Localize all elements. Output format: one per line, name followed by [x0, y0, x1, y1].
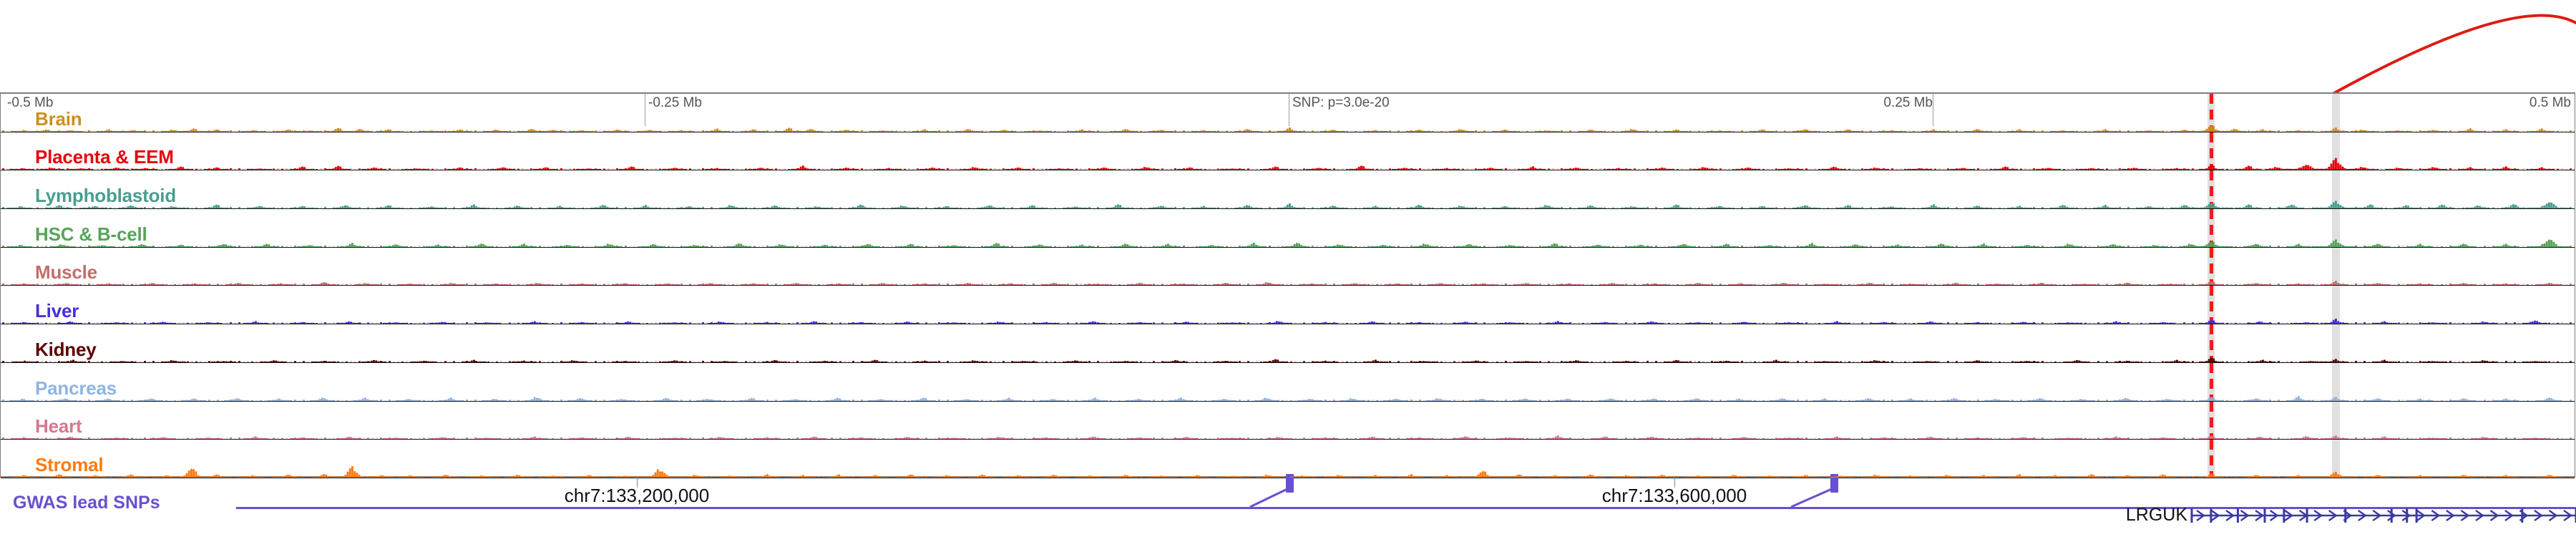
signal-profile-4 — [2, 281, 2575, 286]
signal-profile-2 — [2, 200, 2575, 209]
track-label: Brain — [35, 107, 82, 130]
track-label: Kidney — [35, 338, 97, 360]
signal-profile-6 — [2, 357, 2575, 362]
lead-snp-dashed-line — [2210, 170, 2213, 209]
track-row-kidney[interactable]: Kidney — [1, 324, 2575, 363]
signal-profile-8 — [2, 435, 2575, 440]
target-highlight-band — [2332, 286, 2340, 324]
gwas-lead-snp-1[interactable] — [1286, 474, 1294, 493]
signal-profile-9 — [2, 466, 2575, 478]
track-row-brain[interactable]: Brain — [1, 94, 2575, 132]
coordinate-tick-1 — [1674, 478, 1675, 488]
track-row-stromal[interactable]: Stromal — [1, 440, 2575, 478]
track-row-lymphoblastoid[interactable]: Lymphoblastoid — [1, 170, 2575, 210]
track-row-hsc-b-cell[interactable]: HSC & B-cell — [1, 209, 2575, 248]
track-row-pancreas[interactable]: Pancreas — [1, 362, 2575, 402]
lead-snp-dashed-line — [2210, 247, 2213, 286]
track-row-placenta-eem[interactable]: Placenta & EEM — [1, 132, 2575, 171]
coordinate-label: chr7:133,200,000 — [564, 485, 710, 506]
track-label: Pancreas — [35, 377, 117, 399]
coordinate-axis-strip: chr7:133,200,000 chr7:133,600,000 — [0, 478, 2576, 508]
gwas-track-label: GWAS lead SNPs — [13, 493, 160, 513]
lead-snp-dashed-line — [2210, 132, 2213, 170]
lead-snp-dashed-line — [2210, 362, 2213, 401]
axis-label-1: -0.25 Mb — [648, 95, 702, 110]
target-highlight-band — [2332, 324, 2340, 362]
target-highlight-band — [2332, 401, 2340, 440]
track-row-muscle[interactable]: Muscle — [1, 247, 2575, 286]
axis-label-0: -0.5 Mb — [7, 95, 54, 110]
target-highlight-band — [2332, 362, 2340, 401]
interaction-arc-layer — [2333, 14, 2576, 93]
gwas-lead-snp-2[interactable] — [1830, 474, 1838, 493]
lead-snp-dashed-line — [2210, 94, 2213, 132]
axis-label-3: 0.25 Mb — [1883, 95, 1933, 110]
track-row-liver[interactable]: Liver — [1, 286, 2575, 325]
gwas-lead-snps-track[interactable]: GWAS lead SNPs — [0, 474, 2576, 518]
lead-snp-dashed-line — [2210, 324, 2213, 362]
gene-name-label: LRGUK — [2125, 505, 2187, 525]
axis-label-4: 0.5 Mb — [2529, 95, 2571, 110]
signal-profile-3 — [2, 239, 2575, 247]
target-highlight-band — [2332, 94, 2340, 132]
coordinate-tick-0 — [637, 478, 638, 488]
gene-model-lrguk[interactable] — [0, 503, 2576, 528]
track-row-heart[interactable]: Heart — [1, 401, 2575, 440]
lead-snp-dashed-line — [2210, 401, 2213, 440]
track-label: Placenta & EEM — [35, 146, 174, 168]
lead-snp-dashed-line — [2210, 440, 2213, 478]
target-highlight-band — [2332, 132, 2340, 170]
signal-profile-0 — [2, 125, 2575, 132]
target-highlight-band — [2332, 440, 2340, 478]
target-highlight-band — [2332, 170, 2340, 209]
track-label: Lymphoblastoid — [35, 185, 177, 207]
interaction-arc — [2333, 14, 2576, 93]
signal-profile-1 — [2, 158, 2575, 170]
signal-profile-5 — [2, 319, 2575, 324]
lead-snp-dashed-line — [2210, 209, 2213, 247]
track-label: Liver — [35, 300, 79, 322]
signal-profile-7 — [2, 395, 2575, 401]
genome-browser-track-panel[interactable]: Brain Placenta & EEM Lymphoblastoid HSC & B… — [0, 92, 2575, 478]
target-highlight-band — [2332, 247, 2340, 286]
target-highlight-band — [2332, 209, 2340, 247]
gwas-axis-line — [236, 507, 2576, 509]
track-label: Stromal — [35, 453, 104, 475]
lead-snp-dashed-line — [2210, 286, 2213, 324]
axis-label-2: SNP: p=3.0e-20 — [1292, 95, 1390, 110]
gene-annotation-track[interactable]: LRGUK — [0, 503, 2576, 528]
track-label: HSC & B-cell — [35, 223, 147, 245]
coordinate-label: chr7:133,600,000 — [1601, 485, 1747, 506]
track-label: Heart — [35, 415, 82, 437]
track-label: Muscle — [35, 261, 97, 284]
